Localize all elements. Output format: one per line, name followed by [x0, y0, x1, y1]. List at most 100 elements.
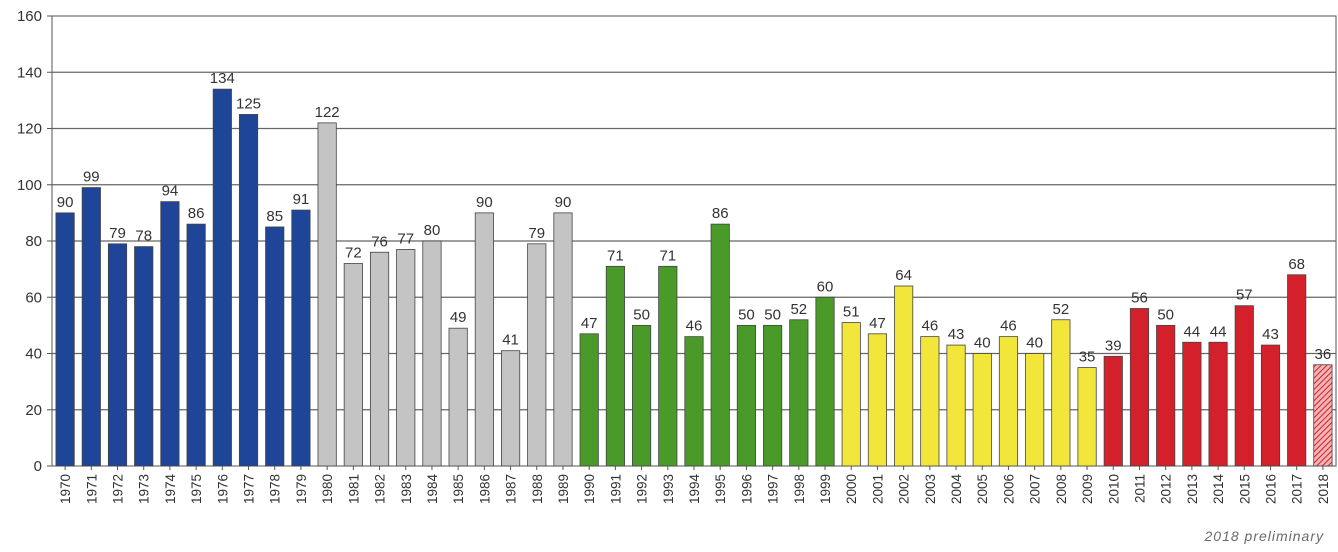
bar-2013: [1182, 341, 1202, 467]
data-label-2005: 40: [974, 335, 991, 352]
x-tick-label-1979: 1979: [294, 474, 309, 504]
data-label-2002: 64: [895, 267, 912, 284]
bar-1984: [422, 240, 442, 467]
x-tick-label-1975: 1975: [189, 474, 204, 504]
data-label-2004: 43: [948, 326, 965, 343]
x-tick-label-2010: 2010: [1106, 474, 1121, 504]
x-tick-label-1978: 1978: [268, 474, 283, 504]
x-tick-label-1970: 1970: [58, 474, 73, 504]
data-label-2010: 39: [1105, 337, 1122, 354]
y-tick-label: 40: [25, 346, 42, 363]
bar-2012: [1156, 324, 1176, 467]
data-label-1979: 91: [293, 191, 310, 208]
x-tick-label-1983: 1983: [399, 474, 414, 504]
data-label-1985: 49: [450, 309, 467, 326]
data-label-2018: 36: [1315, 346, 1332, 363]
bar-1975: [186, 223, 206, 467]
x-tick-label-1992: 1992: [635, 474, 650, 504]
bar-1992: [632, 324, 652, 467]
data-label-2016: 43: [1262, 326, 1279, 343]
bar-1990: [579, 333, 599, 467]
data-label-1996: 50: [738, 306, 755, 323]
bar-2001: [867, 333, 887, 467]
data-label-1994: 46: [686, 318, 703, 335]
data-label-1987: 41: [502, 332, 519, 349]
y-tick-label: 120: [17, 121, 42, 138]
x-tick-label-1995: 1995: [713, 474, 728, 504]
data-label-1988: 79: [528, 225, 545, 242]
x-tick-label-1973: 1973: [137, 474, 152, 504]
bar-1989: [553, 212, 573, 467]
bar-1994: [684, 336, 704, 467]
data-label-1982: 76: [371, 233, 388, 250]
x-tick-label-2004: 2004: [949, 474, 964, 505]
data-label-1989: 90: [555, 194, 572, 211]
x-tick-label-1972: 1972: [111, 474, 126, 504]
data-label-2012: 50: [1157, 306, 1174, 323]
data-label-2001: 47: [869, 315, 886, 332]
x-tick-label-2014: 2014: [1211, 474, 1226, 505]
x-tick-label-2006: 2006: [1001, 474, 1016, 504]
bar-1980: [317, 122, 337, 467]
x-tick-label-1982: 1982: [373, 474, 388, 504]
bar-1998: [789, 319, 809, 467]
bar-1974: [160, 201, 180, 467]
data-label-1998: 52: [790, 301, 807, 318]
x-tick-label-1999: 1999: [818, 474, 833, 504]
x-tick-label-1988: 1988: [530, 474, 545, 504]
bar-2016: [1260, 344, 1281, 467]
data-label-2007: 40: [1026, 335, 1043, 352]
data-label-1999: 60: [817, 278, 834, 295]
x-tick-label-2015: 2015: [1237, 474, 1252, 504]
x-tick-label-1980: 1980: [320, 474, 335, 504]
x-tick-label-1994: 1994: [687, 474, 702, 505]
x-tick-label-1985: 1985: [451, 474, 466, 504]
bar-2007: [1025, 353, 1045, 467]
x-tick-label-2007: 2007: [1028, 474, 1043, 504]
bar-2015: [1234, 305, 1254, 467]
x-tick-label-1990: 1990: [582, 474, 597, 504]
bar-2017: [1287, 274, 1307, 467]
data-label-1971: 99: [83, 169, 100, 186]
x-tick-label-2012: 2012: [1159, 474, 1174, 504]
data-label-1997: 50: [764, 306, 781, 323]
bar-1983: [396, 249, 416, 467]
bar-1981: [343, 263, 363, 467]
y-tick-label: 140: [17, 64, 42, 81]
bar-2010: [1103, 355, 1123, 467]
bar-2006: [998, 336, 1019, 467]
x-tick-label-2018: 2018: [1316, 474, 1331, 504]
data-label-1976: 134: [210, 70, 235, 87]
footnote: 2018 preliminary: [1204, 528, 1324, 544]
bar-2018: [1313, 364, 1333, 467]
bar-2000: [841, 322, 861, 467]
x-tick-label-1981: 1981: [346, 474, 361, 504]
bar-1996: [736, 324, 756, 467]
y-tick-label: 0: [34, 458, 42, 475]
x-tick-label-1984: 1984: [425, 474, 440, 505]
y-tick-label: 80: [25, 233, 42, 250]
bar-2005: [972, 353, 992, 467]
bar-1995: [710, 223, 730, 467]
bar-1986: [474, 212, 494, 467]
bar-2011: [1129, 308, 1150, 467]
x-tick-label-1976: 1976: [215, 474, 230, 504]
x-tick-label-1977: 1977: [242, 474, 257, 504]
data-label-1993: 71: [659, 247, 676, 264]
data-label-2003: 46: [921, 318, 938, 335]
data-label-1975: 86: [188, 205, 205, 222]
x-tick-label-1986: 1986: [477, 474, 492, 504]
y-tick-label: 60: [25, 289, 42, 306]
data-label-2009: 35: [1079, 349, 1096, 366]
data-label-1995: 86: [712, 205, 729, 222]
bar-1970: [55, 212, 75, 467]
y-axis: 0 20 40 60 80 100 120 140 160: [17, 8, 52, 475]
x-tick-label-1996: 1996: [739, 474, 754, 504]
data-label-1978: 85: [266, 208, 283, 225]
data-label-1974: 94: [162, 183, 179, 200]
bar-1993: [658, 265, 678, 467]
x-tick-label-1998: 1998: [792, 474, 807, 504]
x-tick-label-1974: 1974: [163, 474, 178, 505]
x-tick-label-1997: 1997: [766, 474, 781, 504]
